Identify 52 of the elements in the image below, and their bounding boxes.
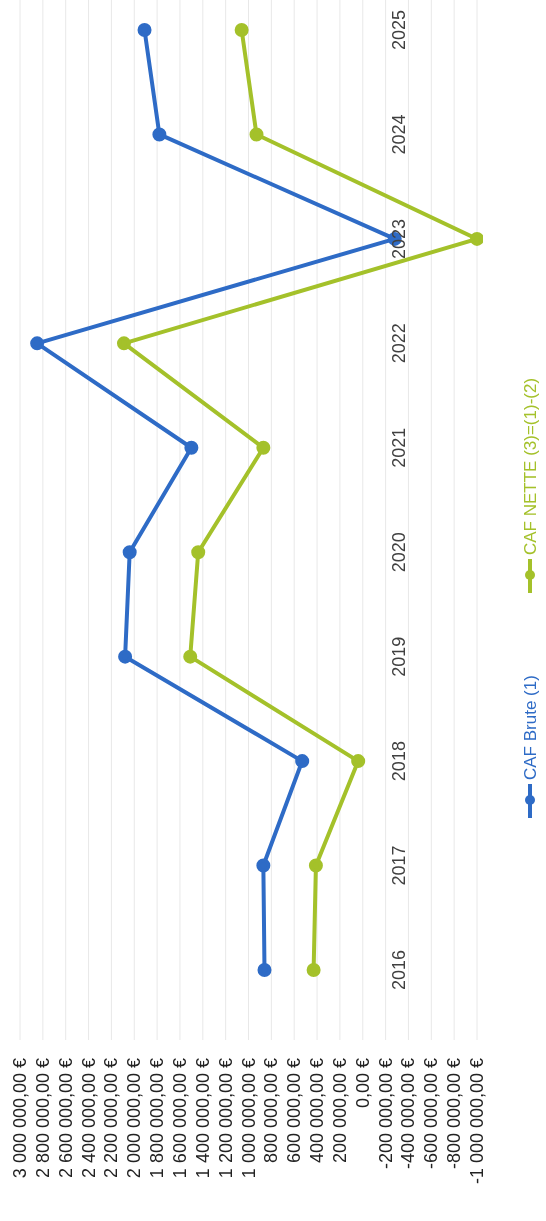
x-tick-label: 1 000 000,00 € xyxy=(238,1058,259,1179)
x-tick-label: 2 600 000,00 € xyxy=(55,1058,76,1179)
x-tick-label: 2 200 000,00 € xyxy=(101,1058,122,1179)
point xyxy=(351,754,366,769)
point xyxy=(116,336,131,351)
y-tick-label: 2025 xyxy=(388,9,409,51)
x-tick-label: 2 400 000,00 € xyxy=(78,1058,99,1179)
point xyxy=(256,858,271,873)
point xyxy=(470,231,483,246)
point xyxy=(234,23,249,37)
y-tick-label: 2023 xyxy=(388,218,409,259)
point xyxy=(256,440,271,455)
x-tick-label: 2 800 000,00 € xyxy=(32,1058,53,1179)
point xyxy=(308,858,323,873)
point xyxy=(295,754,310,769)
y-tick-label: 2018 xyxy=(388,741,409,782)
point xyxy=(257,963,272,977)
point xyxy=(184,440,199,455)
y-tick-label: 2021 xyxy=(388,427,409,468)
x-tick-label: -800 000,00 € xyxy=(444,1058,465,1170)
x-tick-label: 800 000,00 € xyxy=(261,1058,282,1164)
point xyxy=(137,23,152,37)
point xyxy=(183,649,198,664)
x-tick-label: 200 000,00 € xyxy=(329,1058,350,1164)
point xyxy=(30,336,45,351)
x-tick-label: -600 000,00 € xyxy=(421,1058,442,1170)
x-tick-label: 3 000 000,00 € xyxy=(10,1058,30,1179)
point xyxy=(191,545,206,560)
text: CAF Brute (1) xyxy=(520,675,540,780)
x-tick-label: -400 000,00 € xyxy=(398,1058,419,1170)
x-tick-label: 600 000,00 € xyxy=(284,1058,305,1164)
text: CAF NETTE (3)=(1)-(2) xyxy=(520,377,540,555)
y-tick-label: 2022 xyxy=(388,323,409,364)
x-tick-label: 2 000 000,00 € xyxy=(124,1058,145,1179)
point xyxy=(122,545,137,560)
point xyxy=(249,127,264,142)
x-tick-label: 0,00 € xyxy=(352,1058,373,1109)
x-tick-label: 1 600 000,00 € xyxy=(169,1058,190,1179)
point xyxy=(118,649,133,664)
x-tick-label: 1 800 000,00 € xyxy=(147,1058,168,1179)
y-tick-label: 2017 xyxy=(388,845,409,886)
y-tick-label: 2016 xyxy=(388,949,409,991)
x-tick-label: 400 000,00 € xyxy=(307,1058,328,1164)
point xyxy=(152,127,167,142)
x-tick-label: 1 400 000,00 € xyxy=(192,1058,213,1179)
y-tick-label: 2019 xyxy=(388,636,409,677)
y-tick-label: 2020 xyxy=(388,532,409,573)
x-tick-label: -1 000 000,00 € xyxy=(467,1058,487,1185)
y-tick-label: 2024 xyxy=(388,114,409,155)
x-tick-label: -200 000,00 € xyxy=(375,1058,396,1170)
x-tick-label: 1 200 000,00 € xyxy=(215,1058,236,1179)
point xyxy=(306,963,321,977)
